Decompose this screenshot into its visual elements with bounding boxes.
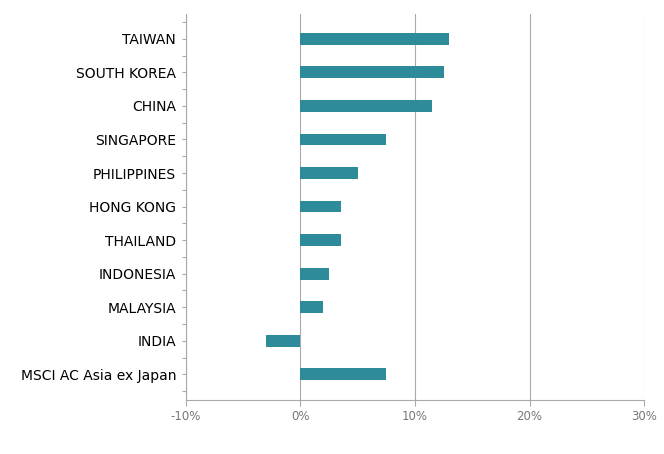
Bar (300, 201, 341, 212)
Bar (300, 66, 444, 78)
Bar (300, 100, 432, 112)
Bar (300, 369, 386, 380)
Bar (300, 33, 450, 44)
Bar (300, 133, 386, 145)
Bar (300, 234, 341, 246)
Bar (300, 268, 329, 280)
Bar (300, 167, 358, 179)
Bar (266, 335, 300, 347)
Bar (300, 301, 323, 313)
